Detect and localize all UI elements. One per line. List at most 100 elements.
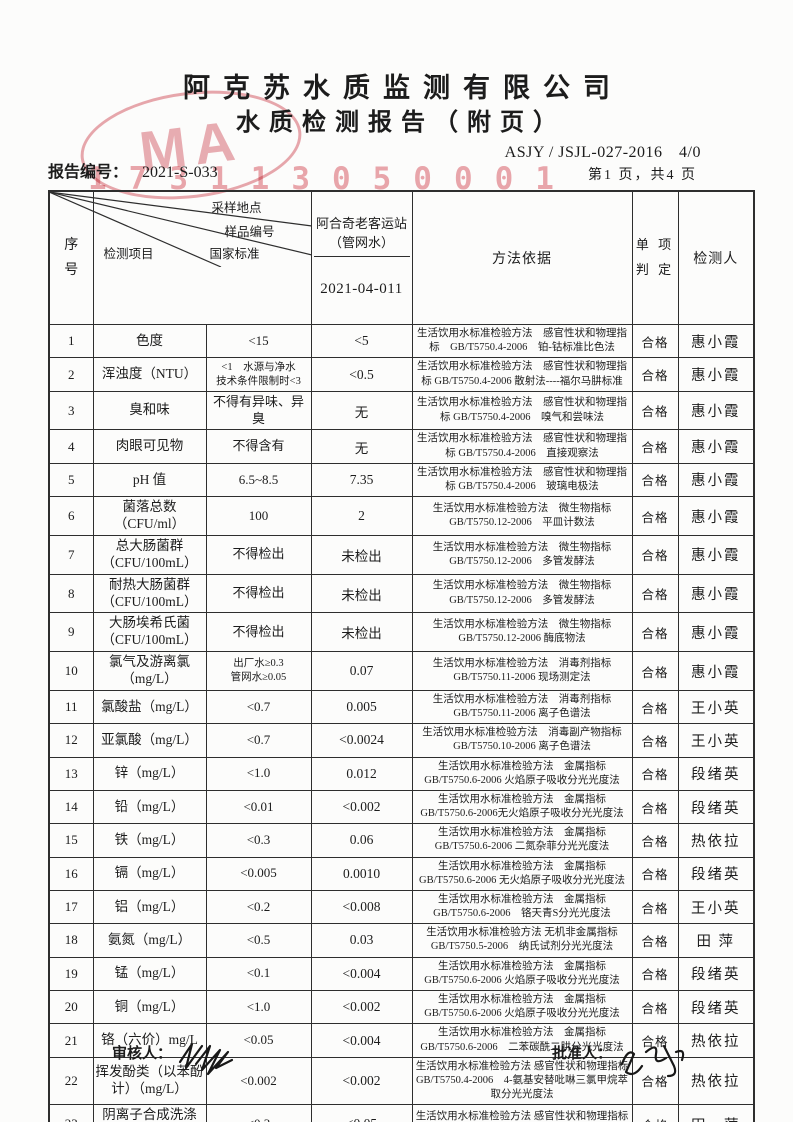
table-row: 13 锌（mg/L） <1.0 0.012 生活饮用水标准检验方法 金属指标 GB/T5… [48, 756, 755, 791]
cell-no: 21 [48, 1023, 94, 1058]
cell-item: 铁（mg/L） [92, 823, 207, 858]
cell-item: 耐热大肠菌群 （CFU/100mL） [92, 573, 207, 614]
table-row: 2 浑浊度（NTU） <1 水源与净水 技术条件限制时<3 <0.5 生活饮用水标准检验… [48, 357, 755, 392]
cell-item: 大肠埃希氏菌 （CFU/100mL） [92, 612, 207, 653]
cell-tester: 惠小霞 [677, 429, 755, 464]
cell-result: <0.002 [310, 989, 413, 1025]
cell-no: 20 [48, 989, 94, 1025]
cell-no: 16 [48, 856, 94, 891]
header-test-item-label: 检测项目 [103, 247, 154, 261]
cell-standard: <0.3 [205, 1104, 312, 1122]
cell-no: 6 [48, 496, 94, 536]
cell-tester: 惠小霞 [677, 496, 755, 536]
cell-judgment: 合格 [631, 651, 679, 691]
cell-method: 生活饮用水标准检验方法 金属指标 GB/T5750.6-2006 二苯碳酰二肼分… [411, 1023, 633, 1058]
table-header-row: 序 号 采样地点 样品编号 检测项目 国家标准 阿合奇老客运站 （管网水） 20… [48, 190, 755, 325]
cell-no: 15 [48, 823, 94, 858]
cell-judgment: 合格 [631, 989, 679, 1025]
cell-judgment: 合格 [631, 1023, 679, 1058]
cell-item: 铜（mg/L） [92, 989, 207, 1025]
cell-tester: 田 萍 [677, 923, 755, 958]
cell-result: <0.004 [310, 1023, 413, 1058]
cell-judgment: 合格 [631, 689, 679, 725]
cell-method: 生活饮用水标准检验方法 感官性状和物理指标 GB/T5750.4-2006 铂-… [411, 323, 633, 359]
cell-standard: <1.0 [205, 989, 312, 1025]
cell-result: 0.012 [310, 756, 413, 791]
cell-item: 亚氯酸（mg/L） [92, 723, 207, 758]
cell-judgment: 合格 [631, 534, 679, 575]
cell-item: 臭和味 [92, 390, 207, 431]
table-row: 11 氯酸盐（mg/L） <0.7 0.005 生活饮用水标准检验方法 消毒剂指标 GB… [48, 689, 755, 725]
page-title: 水质检测报告（附页） [236, 110, 566, 136]
cell-method: 生活饮用水标准检验方法 感官性状和物理指标 GB/T5750.4-2006 玻璃… [411, 462, 633, 498]
cell-standard: <0.7 [205, 723, 312, 758]
cell-result: 未检出 [310, 612, 413, 653]
cell-tester: 惠小霞 [677, 462, 755, 498]
cell-method: 生活饮用水标准检验方法 金属指标 GB/T5750.6-2006 无火焰原子吸收… [411, 856, 633, 891]
cell-tester: 热依拉 [677, 1056, 755, 1106]
cell-result: <0.5 [310, 357, 413, 392]
cell-judgment: 合格 [631, 923, 679, 958]
cell-standard: 出厂水≥0.3 管网水≥0.05 [205, 651, 312, 691]
table-row: 8 耐热大肠菌群 （CFU/100mL） 不得检出 未检出 生活饮用水标准检验方法 微生… [48, 573, 755, 614]
reviewer-label: 审核人： [112, 1046, 173, 1062]
cell-method: 生活饮用水标准检验方法 微生物指标 GB/T5750.12-2006 平皿计数法 [411, 496, 633, 536]
table-row: 10 氯气及游离氯 （mg/L） 出厂水≥0.3 管网水≥0.05 0.07 生活饮用水… [48, 651, 755, 691]
cell-standard: <15 [205, 323, 312, 359]
cell-result: 2 [310, 496, 413, 536]
cell-standard: <0.3 [205, 823, 312, 858]
cell-method: 生活饮用水标准检验方法 感官性状和物理指标 GB/T5750.4-2006 直接… [411, 429, 633, 464]
cell-result: 0.06 [310, 823, 413, 858]
table-row: 12 亚氯酸（mg/L） <0.7 <0.0024 生活饮用水标准检验方法 消毒副产物指… [48, 723, 755, 758]
cell-item: 氨氮（mg/L） [92, 923, 207, 958]
cell-judgment: 合格 [631, 429, 679, 464]
table-row: 7 总大肠菌群 （CFU/100mL） 不得检出 未检出 生活饮用水标准检验方法 微生物… [48, 534, 755, 575]
table-row: 17 铝（mg/L） <0.2 <0.008 生活饮用水标准检验方法 金属指标 GB/T… [48, 889, 755, 925]
cell-standard: <1.0 [205, 756, 312, 791]
table-row: 9 大肠埃希氏菌 （CFU/100mL） 不得检出 未检出 生活饮用水标准检验方法 微生… [48, 612, 755, 653]
header-site-column: 阿合奇老客运站 （管网水） 2021-04-011 [310, 190, 413, 325]
cell-tester: 惠小霞 [677, 390, 755, 431]
cell-no: 22 [48, 1056, 94, 1106]
cell-standard: <0.7 [205, 689, 312, 725]
cell-tester: 王小英 [677, 689, 755, 725]
cell-item: 色度 [92, 323, 207, 359]
report-number-label: 报告编号： [48, 164, 129, 181]
cell-method: 生活饮用水标准检验方法 消毒剂指标 GB/T5750.11-2006 现场测定法 [411, 651, 633, 691]
cell-item: 铅（mg/L） [92, 789, 207, 825]
cell-result: 7.35 [310, 462, 413, 498]
cell-tester: 惠小霞 [677, 323, 755, 359]
cell-judgment: 合格 [631, 756, 679, 791]
table-row: 18 氨氮（mg/L） <0.5 0.03 生活饮用水标准检验方法 无机非金属指标 GB… [48, 923, 755, 958]
report-number-value: 2021-S-033 [142, 164, 218, 181]
cell-method: 生活饮用水标准检验方法 微生物指标 GB/T5750.12-2006 酶底物法 [411, 612, 633, 653]
cell-method: 生活饮用水标准检验方法 金属指标 GB/T5750.6-2006无火焰原子吸收分… [411, 789, 633, 825]
cell-tester: 段绪英 [677, 789, 755, 825]
cell-no: 14 [48, 789, 94, 825]
cell-method: 生活饮用水标准检验方法 金属指标 GB/T5750.6-2006 火焰原子吸收分… [411, 989, 633, 1025]
cell-tester: 惠小霞 [677, 357, 755, 392]
cell-tester: 惠小霞 [677, 612, 755, 653]
cell-method: 生活饮用水标准检验方法 金属指标 GB/T5750.6-2006 二氮杂菲分光光… [411, 823, 633, 858]
table-row: 5 pH 值 6.5~8.5 7.35 生活饮用水标准检验方法 感官性状和物理指标 GB… [48, 462, 755, 498]
cell-result: 未检出 [310, 573, 413, 614]
cell-tester: 段绪英 [677, 956, 755, 992]
cell-standard: 不得检出 [205, 534, 312, 575]
cell-judgment: 合格 [631, 573, 679, 614]
header-sampling-site-label: 采样地点 [211, 201, 262, 215]
cell-item: 浑浊度（NTU） [92, 357, 207, 392]
cell-judgment: 合格 [631, 823, 679, 858]
cell-method: 生活饮用水标准检验方法 感官性状和物理指标 GB/T5750.4-2006 散射… [411, 357, 633, 392]
cell-item: pH 值 [92, 462, 207, 498]
cell-no: 2 [48, 357, 94, 392]
cell-tester: 段绪英 [677, 856, 755, 891]
cell-standard: 不得检出 [205, 573, 312, 614]
cell-tester: 段绪英 [677, 989, 755, 1025]
cell-item: 镉（mg/L） [92, 856, 207, 891]
cell-result: 0.005 [310, 689, 413, 725]
company-name: 阿克苏水质监测有限公司 [183, 73, 623, 103]
cell-judgment: 合格 [631, 723, 679, 758]
cell-standard: 不得检出 [205, 612, 312, 653]
